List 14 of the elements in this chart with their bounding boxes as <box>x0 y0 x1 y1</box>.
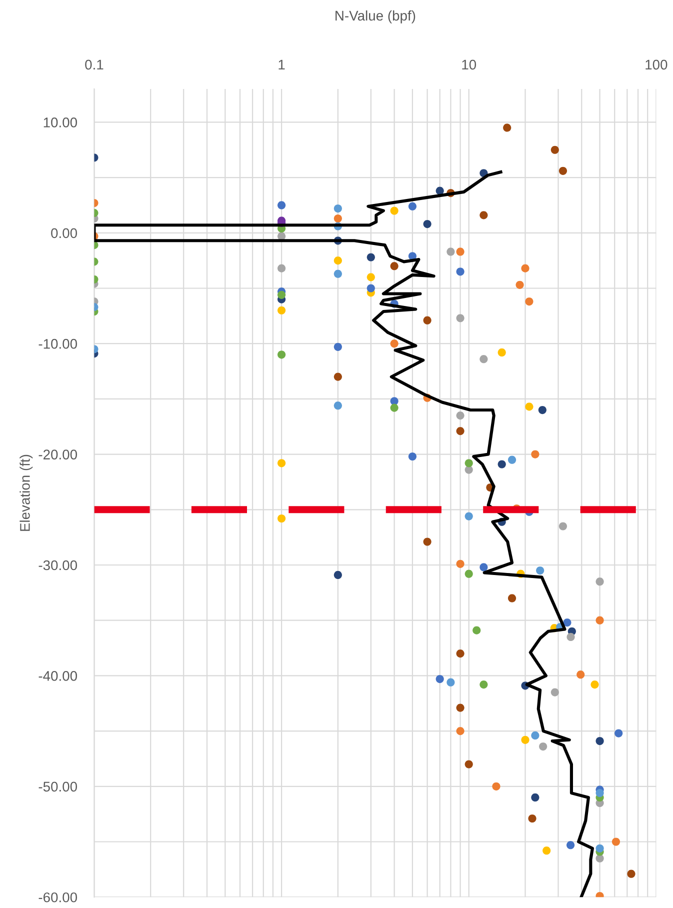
y-tick-label: -20.00 <box>38 450 78 460</box>
y-tick-label: 10.00 <box>44 118 78 128</box>
y-axis-title: Elevation (ft) <box>20 454 33 531</box>
y-tick-label: -40.00 <box>38 671 78 681</box>
x-tick-label: 0.1 <box>85 60 104 70</box>
x-tick-label: 100 <box>646 60 668 70</box>
y-tick-label: -10.00 <box>38 338 78 349</box>
y-tick-label: -30.00 <box>38 560 78 570</box>
y-tick-label: -50.00 <box>38 782 78 792</box>
y-tick-label: 0.00 <box>51 228 78 238</box>
x-tick-label: 10 <box>462 60 476 70</box>
y-tick-label: -60.00 <box>38 892 78 902</box>
x-tick-label: 1 <box>278 60 285 70</box>
x-axis-title: N-Value (bpf) <box>336 10 416 24</box>
